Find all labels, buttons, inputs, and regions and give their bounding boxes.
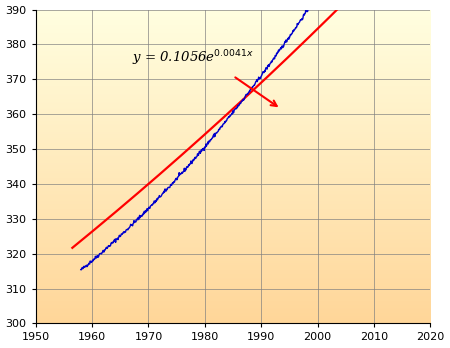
Text: y = 0.1056e$^{0.0041x}$: y = 0.1056e$^{0.0041x}$ [131,48,253,68]
